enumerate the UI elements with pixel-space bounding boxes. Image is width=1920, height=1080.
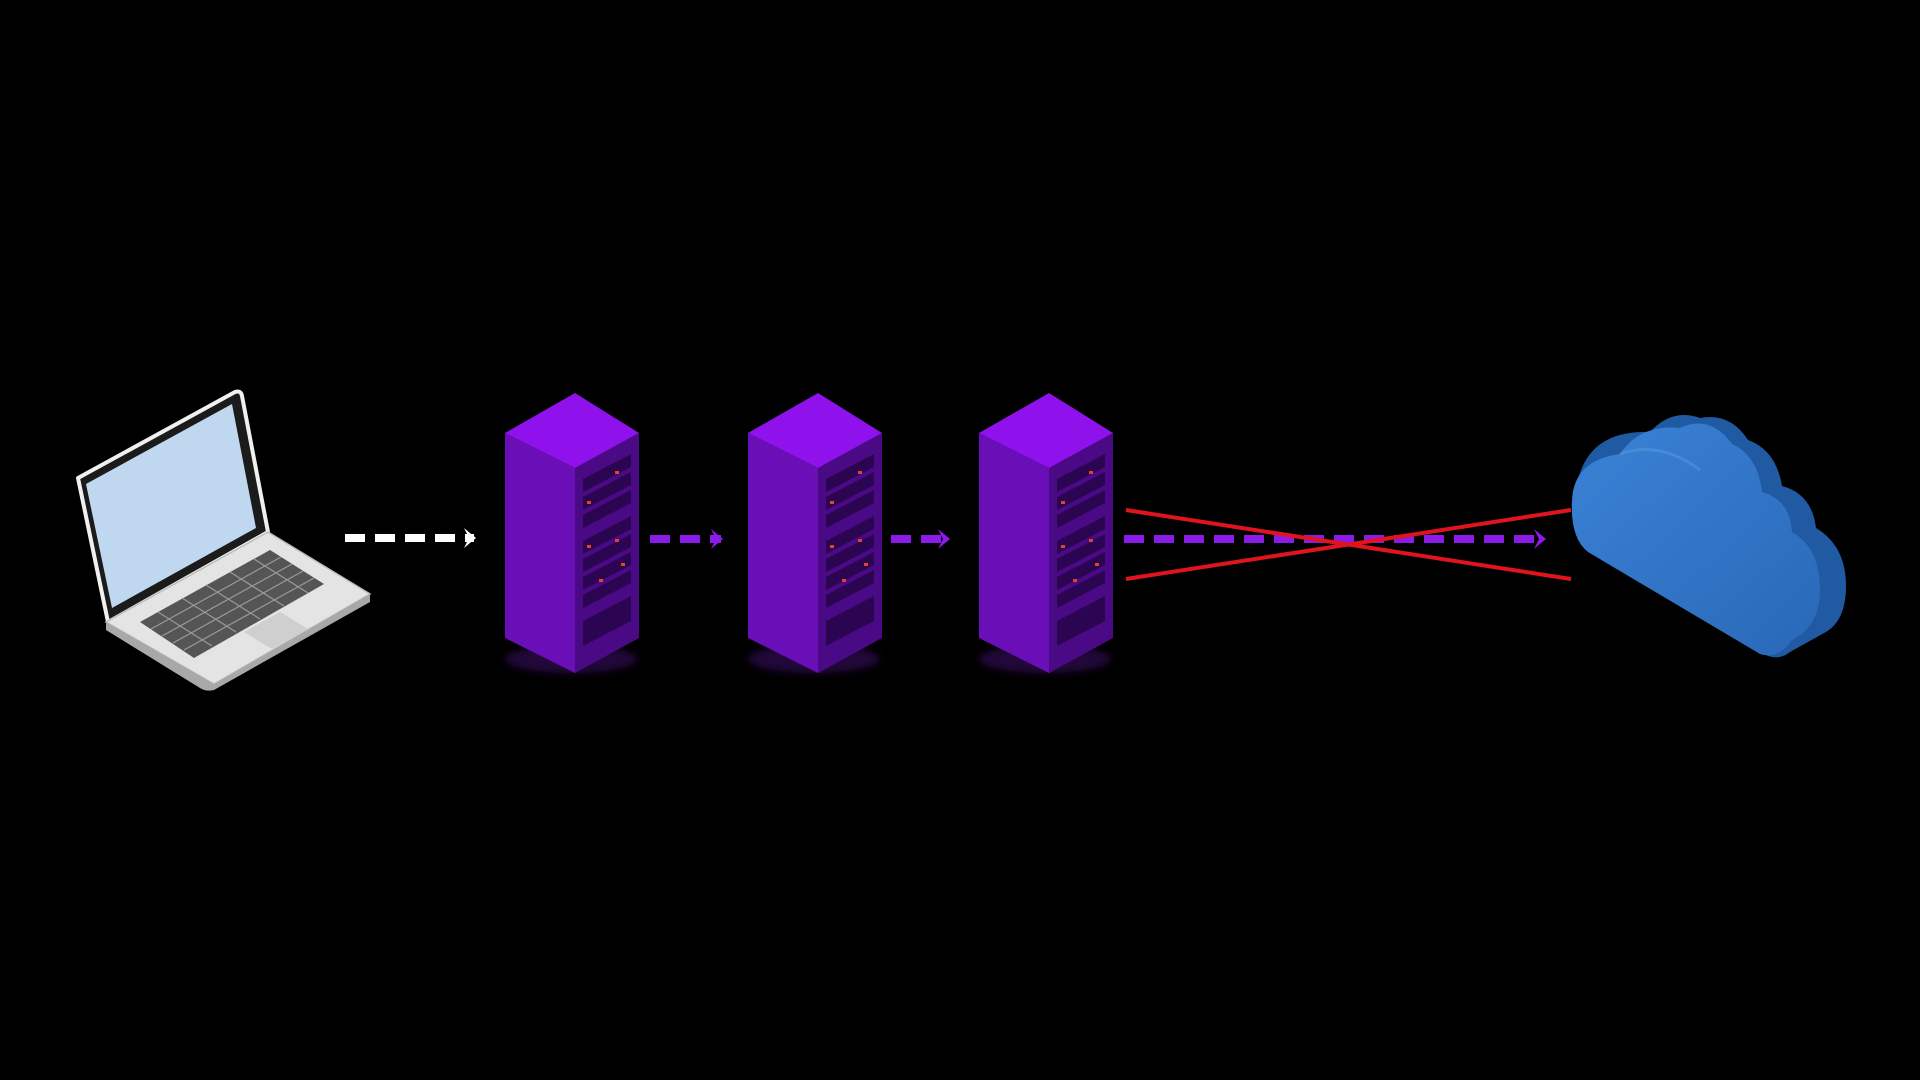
laptop-keyboard xyxy=(140,550,324,658)
laptop-icon xyxy=(76,389,372,691)
laptop-trackpad xyxy=(244,612,308,649)
server-rack-icon xyxy=(979,393,1113,673)
cloud-icon xyxy=(1571,415,1846,658)
laptop-base-edge xyxy=(106,594,370,691)
server-rack-icon xyxy=(505,393,639,673)
blocked-cross-icon xyxy=(1125,508,1572,581)
cloud-front xyxy=(1571,423,1820,656)
server-rack-icon xyxy=(748,393,882,673)
laptop-screen xyxy=(86,404,256,608)
laptop-keys xyxy=(150,556,315,651)
